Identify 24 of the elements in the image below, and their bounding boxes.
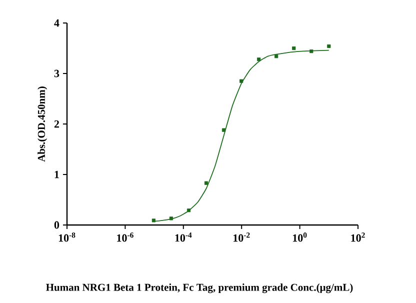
- x-tick-label: 10$^{-6}$: [117, 232, 134, 242]
- y-tick-label: 1: [54, 170, 59, 178]
- point: [186, 208, 191, 212]
- x-tick-label: 10$^{2}$: [351, 232, 365, 242]
- y-axis-title: Abs.(OD.450nm): [38, 86, 48, 162]
- point: [152, 218, 156, 222]
- x-tick-label: 10$^{-2}$: [234, 232, 250, 242]
- point: [310, 49, 314, 54]
- x-tick-label: 10$^{0}$: [293, 232, 307, 242]
- y-tick-label: 2: [54, 120, 59, 128]
- x-axis-title: Human NRG1 Beta 1 Protein, Fc Tag, premium grade Conc.(μg/mL): [46, 284, 353, 294]
- y-tick-label: 3: [54, 70, 60, 78]
- point: [240, 79, 244, 83]
- y-tick-label: 0: [54, 221, 60, 229]
- point: [274, 54, 278, 58]
- x-tick-label: 10$^{-8}$: [58, 232, 76, 242]
- point: [327, 44, 331, 48]
- y-tick-label: 4: [54, 19, 60, 27]
- point: [292, 46, 296, 50]
- point: [169, 216, 174, 220]
- point: [204, 181, 208, 185]
- x-tick-label: 10$^{-4}$: [175, 232, 192, 242]
- point: [257, 58, 261, 62]
- point: [222, 128, 226, 132]
